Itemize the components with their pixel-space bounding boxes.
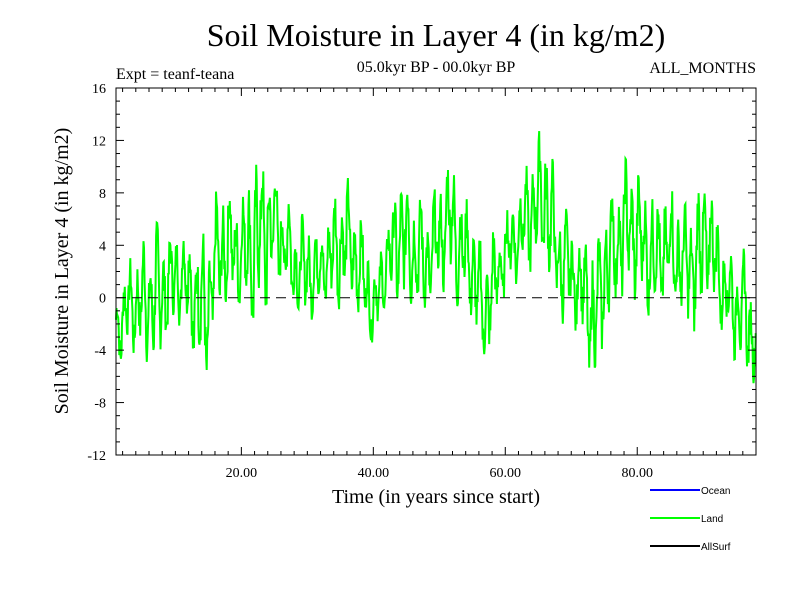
- y-tick-label: 8: [99, 187, 106, 202]
- y-tick-label: -4: [94, 344, 106, 359]
- y-tick-label: -8: [94, 397, 106, 412]
- x-axis-label: Time (in years since start): [332, 486, 540, 508]
- subtitle-period: 05.0kyr BP - 00.0kyr BP: [357, 59, 516, 76]
- legend-label-allsurf: AllSurf: [701, 542, 731, 553]
- chart-title: Soil Moisture in Layer 4 (in kg/m2): [207, 17, 666, 53]
- legend-label-ocean: Ocean: [701, 486, 730, 497]
- ticks-layer: -12 -8 -4 0 4 8 12 16 20.00 40.00 60.00 80.00: [87, 82, 756, 481]
- x-tick-label: 80.00: [621, 466, 653, 481]
- legend-label-land: Land: [701, 514, 723, 525]
- x-tick-label: 40.00: [358, 466, 390, 481]
- y-tick-label: -12: [87, 449, 106, 464]
- y-axis-label: Soil Moisture in Layer 4 (in kg/m2): [51, 128, 73, 415]
- series-line-land: [115, 131, 757, 384]
- y-tick-label: 0: [99, 292, 106, 307]
- y-tick-label: 16: [92, 82, 106, 97]
- legend: Ocean Land AllSurf: [650, 486, 731, 553]
- subtitle-experiment: Expt = teanf-teana: [116, 66, 234, 83]
- series-layer: [115, 131, 757, 384]
- x-tick-label: 60.00: [490, 466, 522, 481]
- x-tick-label: 20.00: [226, 466, 258, 481]
- y-tick-label: 4: [99, 239, 106, 254]
- subtitle-months: ALL_MONTHS: [649, 60, 756, 77]
- plot-area: -12 -8 -4 0 4 8 12 16 20.00 40.00 60.00 80.00: [87, 82, 757, 481]
- y-tick-label: 12: [92, 134, 106, 149]
